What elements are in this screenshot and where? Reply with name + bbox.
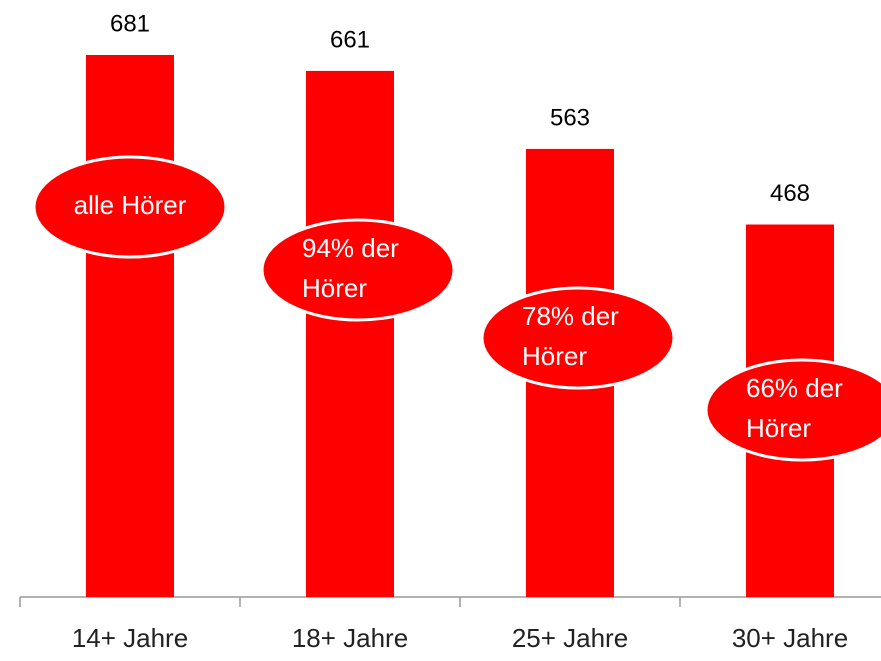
x-tick-label: 25+ Jahre <box>512 623 628 653</box>
annotation-text: 66% der <box>746 373 843 403</box>
value-label: 563 <box>550 104 590 131</box>
value-label: 681 <box>110 10 150 37</box>
bar <box>306 70 394 597</box>
annotation-bubble <box>260 218 456 322</box>
annotation-bubble <box>704 358 881 462</box>
annotation-text: Hörer <box>746 413 811 443</box>
x-tick-label: 18+ Jahre <box>292 623 408 653</box>
annotation-text: 94% der <box>302 233 399 263</box>
annotation-text: 78% der <box>522 301 619 331</box>
value-label: 468 <box>770 180 810 207</box>
annotation-bubble <box>480 286 676 390</box>
annotation-text: Hörer <box>522 341 587 371</box>
annotation-bubble <box>32 155 228 259</box>
annotation-text: alle Hörer <box>74 190 187 220</box>
x-tick-label: 30+ Jahre <box>732 623 848 653</box>
x-tick-label: 14+ Jahre <box>72 623 188 653</box>
value-label: 661 <box>330 26 370 53</box>
annotation-text: Hörer <box>302 273 367 303</box>
bar <box>86 55 174 597</box>
